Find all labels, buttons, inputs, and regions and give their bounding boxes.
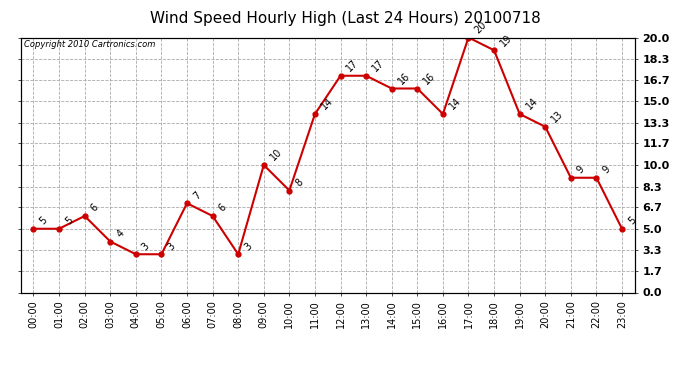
Text: 5: 5 [626,215,638,226]
Text: 6: 6 [89,202,100,214]
Text: 14: 14 [319,96,335,112]
Text: 14: 14 [447,96,463,112]
Text: 3: 3 [166,241,177,252]
Text: 10: 10 [268,147,284,163]
Text: 20: 20 [473,20,489,35]
Text: 5: 5 [63,215,75,226]
Text: 6: 6 [217,202,228,214]
Text: 19: 19 [498,32,514,48]
Text: Copyright 2010 Cartronics.com: Copyright 2010 Cartronics.com [23,40,155,49]
Text: 3: 3 [242,241,254,252]
Text: 16: 16 [422,70,437,86]
Text: 17: 17 [345,58,361,74]
Text: 9: 9 [575,164,586,176]
Text: 13: 13 [549,109,565,124]
Text: 16: 16 [396,70,412,86]
Text: 7: 7 [191,190,203,201]
Text: 8: 8 [293,177,305,188]
Text: Wind Speed Hourly High (Last 24 Hours) 20100718: Wind Speed Hourly High (Last 24 Hours) 2… [150,11,540,26]
Text: 17: 17 [371,58,386,74]
Text: 9: 9 [600,164,612,176]
Text: 14: 14 [524,96,540,112]
Text: 5: 5 [38,215,49,226]
Text: 3: 3 [140,241,151,252]
Text: 4: 4 [115,228,126,239]
